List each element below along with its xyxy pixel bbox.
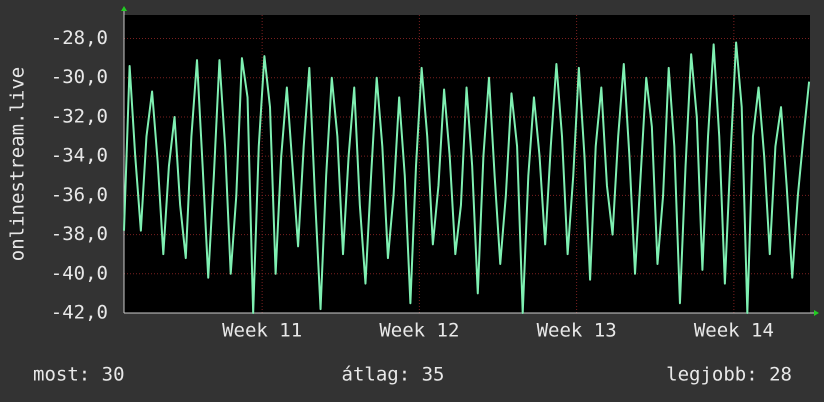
x-tick-label: Week 14 [694,320,774,342]
footer-average: átlag: 35 [342,364,445,386]
y-tick-label: -36,0 [51,184,108,206]
x-tick-label: Week 13 [537,320,617,342]
y-tick-label: -34,0 [51,145,108,167]
axis-arrow [814,310,819,316]
x-tick-label: Week 12 [379,320,459,342]
data-line [123,41,811,314]
footer-max: legjobb: 28 [666,364,792,386]
y-tick-label: -30,0 [51,66,108,88]
y-tick-label: -42,0 [51,302,108,324]
footer-current: most: 30 [33,364,125,386]
y-axis-label: onlinestream.live [7,67,29,261]
y-tick-label: -32,0 [51,105,108,127]
y-tick-label: -38,0 [51,223,108,245]
axis-arrow [121,6,127,11]
x-tick-label: Week 11 [222,320,302,342]
y-tick-label: -40,0 [51,262,108,284]
y-tick-label: -28,0 [51,27,108,49]
